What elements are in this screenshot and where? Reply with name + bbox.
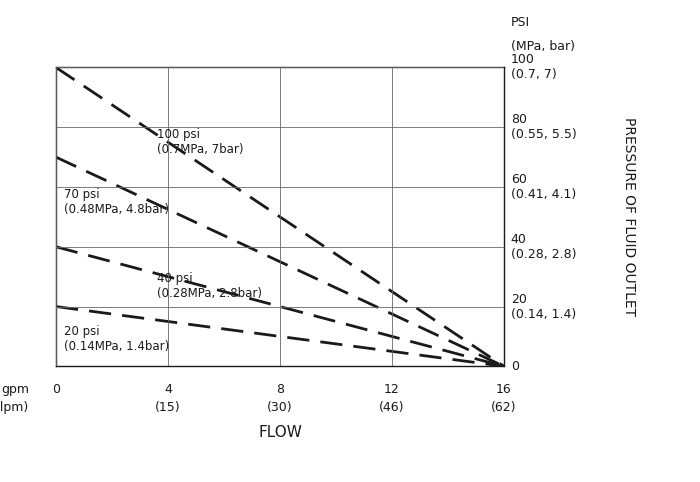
Text: 4: 4 — [164, 383, 172, 396]
Text: 0: 0 — [52, 383, 60, 396]
Text: 100 psi
(0.7MPa, 7bar): 100 psi (0.7MPa, 7bar) — [157, 128, 244, 156]
Text: 20
(0.14, 1.4): 20 (0.14, 1.4) — [511, 293, 576, 321]
Text: 100
(0.7, 7): 100 (0.7, 7) — [511, 54, 556, 81]
Text: 60
(0.41, 4.1): 60 (0.41, 4.1) — [511, 173, 576, 201]
Text: (15): (15) — [155, 401, 181, 414]
Text: (30): (30) — [267, 401, 293, 414]
Text: (MPa, bar): (MPa, bar) — [511, 40, 575, 53]
Text: 80
(0.55, 5.5): 80 (0.55, 5.5) — [511, 113, 577, 141]
Text: 8: 8 — [276, 383, 284, 396]
Text: 40 psi
(0.28MPa, 2.8bar): 40 psi (0.28MPa, 2.8bar) — [157, 272, 262, 300]
Text: 70 psi
(0.48MPa, 4.8bar): 70 psi (0.48MPa, 4.8bar) — [64, 188, 169, 216]
Text: 16: 16 — [496, 383, 512, 396]
Text: 0: 0 — [511, 360, 519, 373]
Text: 12: 12 — [384, 383, 400, 396]
Text: gpm: gpm — [1, 383, 29, 396]
Text: (62): (62) — [491, 401, 517, 414]
Text: (lpm): (lpm) — [0, 401, 29, 414]
Text: FLOW: FLOW — [258, 425, 302, 440]
Text: 20 psi
(0.14MPa, 1.4bar): 20 psi (0.14MPa, 1.4bar) — [64, 325, 169, 353]
Text: (46): (46) — [379, 401, 405, 414]
Text: PSI: PSI — [511, 15, 530, 28]
Text: PRESSURE OF FLUID OUTLET: PRESSURE OF FLUID OUTLET — [622, 117, 636, 317]
Text: 40
(0.28, 2.8): 40 (0.28, 2.8) — [511, 233, 576, 261]
